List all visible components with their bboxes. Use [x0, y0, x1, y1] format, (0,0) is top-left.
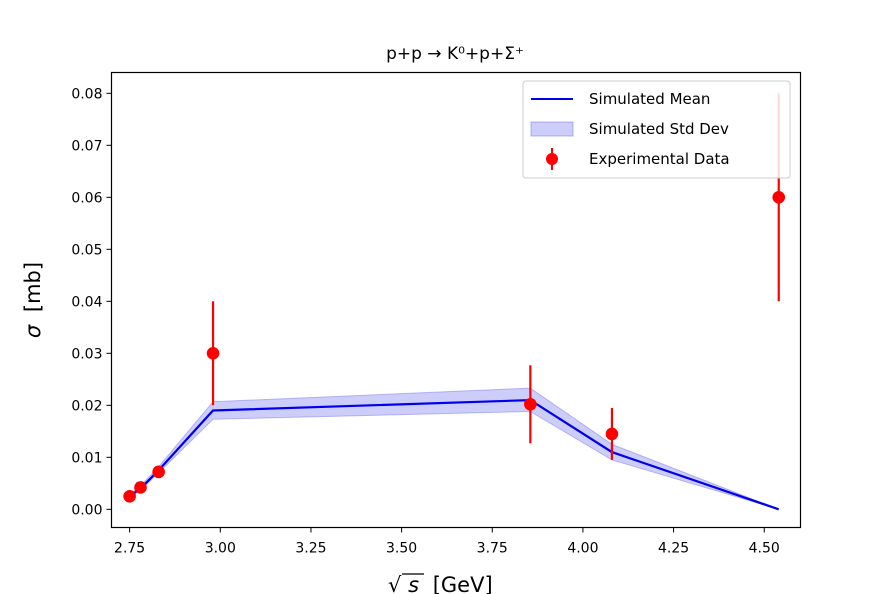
- legend-data-swatch-marker: [546, 153, 558, 165]
- x-tick-label: 3.50: [386, 541, 417, 557]
- y-tick-label: 0.08: [71, 86, 102, 102]
- y-axis-label-unit: [mb]: [21, 262, 45, 312]
- plot-area: [123, 93, 786, 511]
- y-tick-label: 0.06: [71, 190, 102, 206]
- data-point: [123, 490, 136, 503]
- data-point: [206, 347, 220, 360]
- y-tick-label: 0.05: [71, 242, 102, 258]
- data-point: [605, 427, 619, 441]
- legend: Simulated Mean Simulated Std Dev Experim…: [522, 80, 791, 179]
- x-axis-label: √ s [GeV]: [388, 573, 493, 594]
- x-axis-label-unit: [GeV]: [433, 573, 493, 594]
- y-axis-ticks: 0.00 0.01 0.02 0.03 0.04 0.05 0.06 0.07 0.08: [71, 86, 112, 518]
- y-tick-label: 0.04: [71, 294, 102, 310]
- y-tick-label: 0.07: [71, 138, 102, 154]
- data-point: [134, 481, 147, 494]
- y-tick-label: 0.01: [71, 450, 102, 466]
- data-point: [152, 465, 165, 479]
- x-axis-ticks: 2.75 3.00 3.25 3.50 3.75 4.00 4.25 4.50: [114, 527, 780, 557]
- y-axis-label: σ [mb]: [21, 262, 45, 338]
- y-tick-label: 0.00: [71, 502, 102, 518]
- data-point: [524, 397, 537, 411]
- legend-mean-label: Simulated Mean: [589, 90, 710, 108]
- data-point: [772, 191, 786, 204]
- x-axis-label-sqrt: √: [388, 573, 402, 594]
- y-tick-label: 0.02: [71, 398, 102, 414]
- legend-std-swatch: [530, 121, 574, 137]
- legend-data-label: Experimental Data: [589, 150, 730, 168]
- x-tick-label: 3.00: [205, 541, 236, 557]
- y-tick-label: 0.03: [71, 346, 102, 362]
- x-tick-label: 4.00: [567, 541, 598, 557]
- svg-text:σ [mb]: σ [mb]: [21, 262, 45, 338]
- x-tick-label: 3.25: [295, 541, 326, 557]
- x-axis-label-variable: s: [408, 573, 419, 594]
- x-tick-label: 3.75: [477, 541, 508, 557]
- x-tick-label: 4.50: [749, 541, 780, 557]
- axes-frame: [110, 71, 802, 529]
- x-tick-label: 4.25: [658, 541, 689, 557]
- svg-text:√ s [GeV]: √ s [GeV]: [388, 573, 493, 594]
- legend-box: [522, 80, 791, 179]
- x-tick-label: 2.75: [114, 541, 145, 557]
- chart-title: p+p → K⁰+p+Σ⁺: [386, 44, 524, 64]
- y-axis-label-symbol: σ: [21, 324, 45, 338]
- legend-std-label: Simulated Std Dev: [589, 120, 729, 138]
